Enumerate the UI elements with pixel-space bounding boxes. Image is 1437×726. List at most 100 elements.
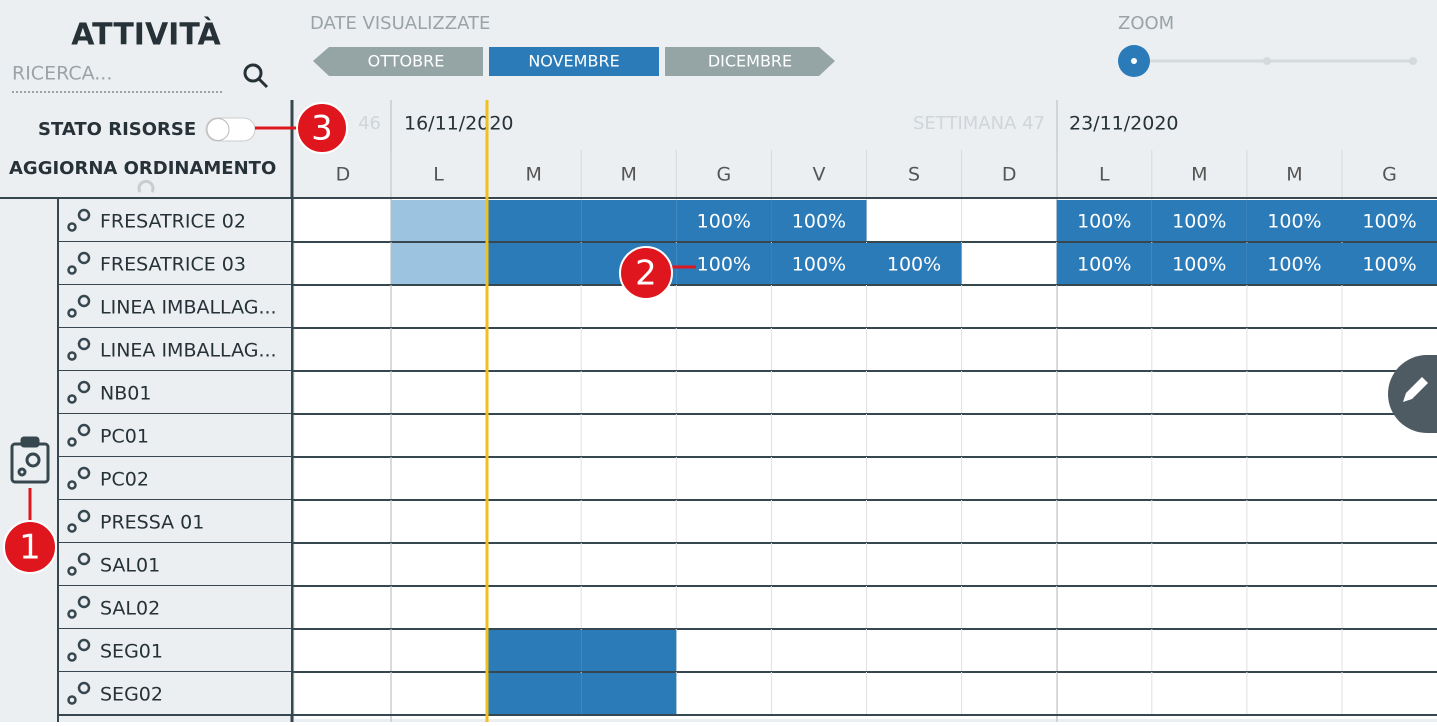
gear-large [77, 294, 91, 308]
search-input[interactable]: RICERCA... [12, 63, 112, 85]
resource-name: LINEA IMBALLAG... [100, 340, 277, 362]
gear-large [77, 337, 91, 351]
week-date: 23/11/2020 [1069, 113, 1179, 135]
allocation-bar [1246, 200, 1342, 241]
allocation-label: 100% [887, 254, 941, 276]
resource-name: LINEA IMBALLAG... [100, 297, 277, 319]
gear-small [67, 222, 77, 232]
gear-small [67, 566, 77, 576]
annotation-label: 2 [635, 254, 657, 294]
allocation-bar [391, 243, 487, 284]
resource-name-cell [59, 672, 291, 715]
allocation-label: 100% [792, 254, 846, 276]
resource-name-cell [59, 242, 291, 285]
week-date: 16/11/2020 [404, 113, 514, 135]
allocation-bar [581, 630, 677, 671]
allocation-label: 100% [1077, 254, 1131, 276]
resource-row: 100% 100% 100% 100% 100% 100% FRESATRICE 02 [59, 199, 1437, 243]
resource-name: SEG02 [100, 684, 163, 706]
gear-large [77, 595, 91, 609]
month-button[interactable]: DICEMBRE [665, 47, 835, 76]
sidebar-title: ATTIVITÀ [71, 17, 221, 53]
date-range-label: DATE VISUALIZZATE [310, 13, 490, 34]
allocation-label: 100% [1267, 254, 1321, 276]
gear-icon [67, 552, 91, 576]
gear-large [77, 251, 91, 265]
allocation-bar [1246, 243, 1342, 284]
gear-icon [67, 294, 91, 318]
annotation-label: 3 [311, 109, 333, 149]
allocation-label: 100% [697, 254, 751, 276]
search-icon[interactable] [243, 63, 269, 89]
allocation-label: 100% [1172, 254, 1226, 276]
gear-icon [67, 595, 91, 619]
day-label: M [1286, 164, 1302, 186]
resource-name: PC01 [100, 426, 149, 448]
annotation: 3 [255, 102, 348, 154]
resource-name-cell [59, 328, 291, 371]
allocation-label: 100% [1267, 211, 1321, 233]
allocation-bar [486, 673, 582, 714]
refresh-icon[interactable] [137, 179, 155, 193]
gear-large [77, 509, 91, 523]
month-button-bg [313, 47, 483, 76]
allocation-label: 100% [1077, 211, 1131, 233]
month-button-label: OTTOBRE [368, 52, 445, 71]
resource-name: SAL01 [100, 555, 160, 577]
gear-small [67, 609, 77, 619]
day-label: V [812, 164, 825, 186]
gear-large [77, 423, 91, 437]
resource-name-cell [59, 457, 291, 500]
day-label: L [1099, 164, 1110, 186]
gear-small [67, 695, 77, 705]
allocation-bar [676, 243, 772, 284]
zoom-slider[interactable] [1118, 45, 1417, 77]
zoom-label: ZOOM [1118, 13, 1174, 34]
gear-small [67, 480, 77, 490]
month-button-label: NOVEMBRE [528, 52, 619, 71]
allocation-bar [866, 243, 962, 284]
resource-name: PRESSA 01 [100, 512, 204, 534]
allocation-bar [771, 243, 867, 284]
allocation-label: 100% [1172, 211, 1226, 233]
resource-status-label: STATO RISORSE [38, 119, 196, 140]
month-buttons: OTTOBRE NOVEMBRE DICEMBRE [313, 47, 835, 76]
day-label: M [1191, 164, 1207, 186]
resource-name: FRESATRICE 03 [100, 254, 246, 276]
day-label: L [433, 164, 444, 186]
allocation-bar [1151, 200, 1247, 241]
month-button-bg [489, 47, 659, 76]
resource-name: FRESATRICE 02 [100, 211, 246, 233]
resource-name: SAL02 [100, 598, 160, 620]
gear-icon [67, 509, 91, 533]
month-button[interactable]: OTTOBRE [313, 47, 483, 76]
gear-icon [67, 337, 91, 361]
resource-name: SEG01 [100, 641, 163, 663]
gear-large [77, 208, 91, 222]
gear-small [67, 523, 77, 533]
allocation-bar [1056, 200, 1152, 241]
week-number: SETTIMANA 47 [913, 113, 1045, 134]
resource-row: SEG01 [59, 629, 1437, 673]
gear-large [77, 466, 91, 480]
day-label: D [1002, 164, 1017, 186]
gear-icon [67, 638, 91, 662]
day-label: M [525, 164, 541, 186]
allocation-bar [1056, 243, 1152, 284]
allocation-label: 100% [792, 211, 846, 233]
edit-button[interactable] [1388, 355, 1437, 433]
toggle[interactable] [205, 117, 256, 142]
resource-name-cell [59, 500, 291, 543]
allocation-bar [676, 200, 772, 241]
allocation-bar [391, 200, 487, 241]
resource-name-cell [59, 199, 291, 242]
resource-row: SEG02 [59, 672, 1437, 716]
gear-large [77, 681, 91, 695]
month-button[interactable]: NOVEMBRE [489, 47, 659, 76]
resource-row: 100% 100% 100% 100% 100% 100% 100% FRESATRICE 0… [59, 242, 1437, 286]
sort-label[interactable]: AGGIORNA ORDINAMENTO [9, 158, 276, 179]
allocation-bar [1151, 243, 1247, 284]
resource-row: LINEA IMBALLAG... [59, 285, 1437, 329]
resource-name-cell [59, 414, 291, 457]
